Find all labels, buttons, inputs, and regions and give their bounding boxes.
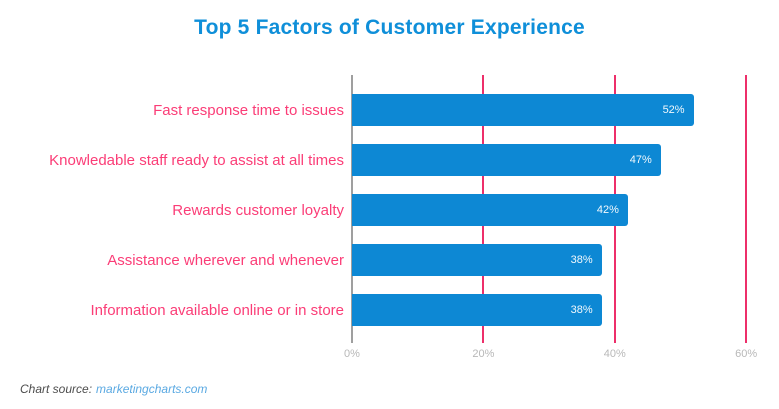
bar-value-label: 47%: [629, 154, 652, 166]
bar-value-label: 52%: [662, 104, 685, 116]
bar-value-label: 38%: [570, 304, 593, 316]
x-axis-tick-label: 60%: [735, 348, 758, 360]
chart-row: Fast response time to issues 52%: [0, 85, 779, 135]
bar-value-label: 42%: [596, 204, 619, 216]
bar-chart: Fast response time to issues 52% Knowled…: [0, 75, 779, 343]
source-link[interactable]: marketingcharts.com: [96, 382, 208, 396]
gridline: [745, 75, 748, 343]
bar-value-label: 38%: [570, 254, 593, 266]
chart-source: Chart source: marketingcharts.com: [20, 382, 207, 396]
category-label: Rewards customer loyalty: [172, 201, 344, 219]
category-label: Assistance wherever and whenever: [107, 251, 344, 269]
chart-row: Assistance wherever and whenever 38%: [0, 235, 779, 285]
chart-title: Top 5 Factors of Customer Experience: [194, 16, 585, 39]
bar: 42%: [352, 194, 628, 226]
bar: 47%: [352, 144, 661, 176]
category-label: Fast response time to issues: [153, 101, 344, 119]
x-axis-tick-label: 20%: [472, 348, 495, 360]
chart-row: Rewards customer loyalty 42%: [0, 185, 779, 235]
category-label: Knowledable staff ready to assist at all…: [49, 151, 344, 169]
source-label: Chart source:: [20, 382, 93, 396]
x-axis-tick-label: 40%: [603, 348, 626, 360]
bar: 52%: [352, 94, 694, 126]
x-axis-tick-label: 0%: [344, 348, 360, 360]
chart-row: Knowledable staff ready to assist at all…: [0, 135, 779, 185]
bar: 38%: [352, 244, 602, 276]
bar: 38%: [352, 294, 602, 326]
category-label: Information available online or in store: [90, 301, 344, 319]
x-axis: 0% 20% 40% 60%: [344, 348, 779, 362]
bar-rows: Fast response time to issues 52% Knowled…: [0, 85, 779, 335]
chart-row: Information available online or in store…: [0, 285, 779, 335]
